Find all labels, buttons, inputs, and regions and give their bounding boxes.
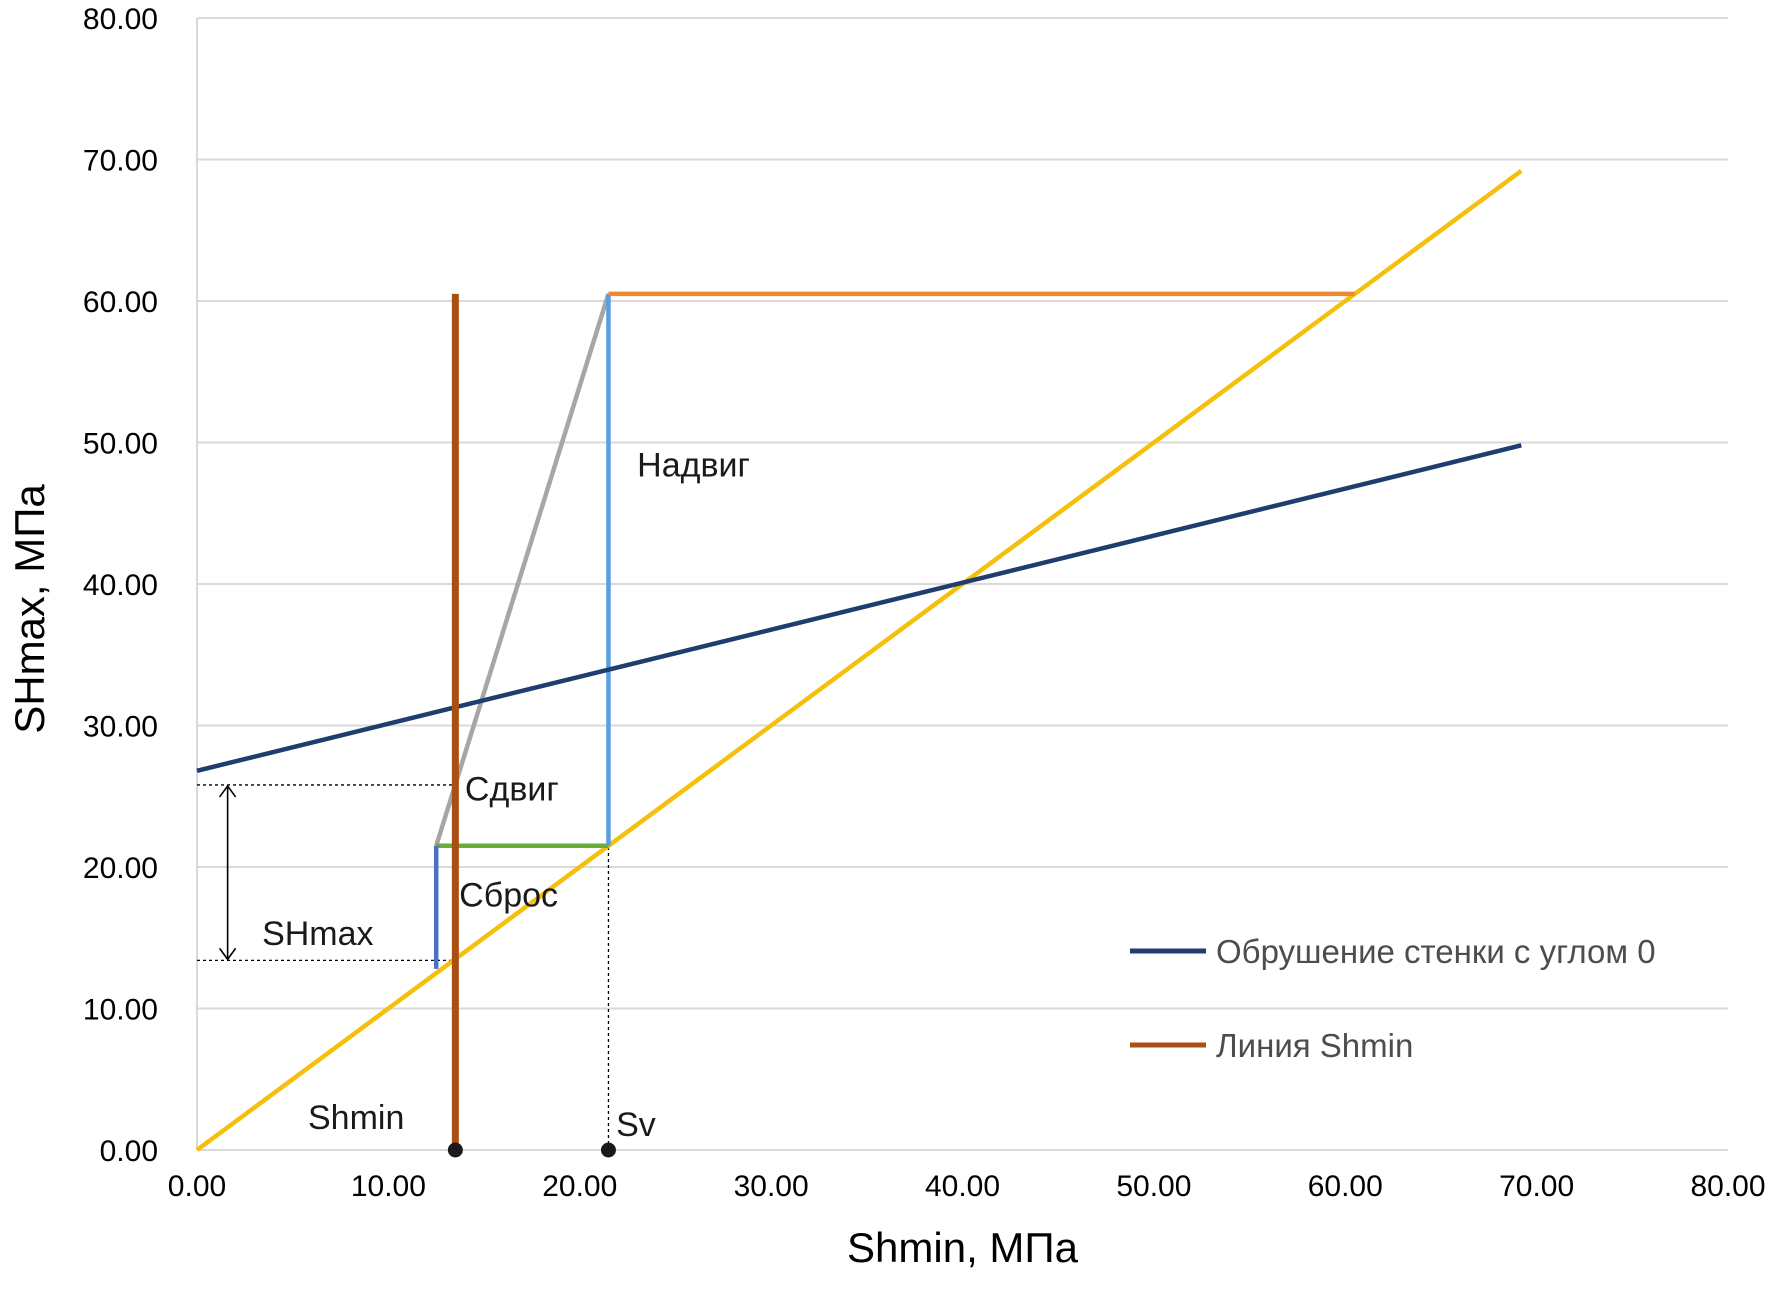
x-tick-label: 30.00 <box>734 1170 809 1203</box>
y-tick-label: 0.00 <box>100 1135 158 1168</box>
x-tick-label: 70.00 <box>1499 1170 1574 1203</box>
y-tick-label: 60.00 <box>83 286 158 319</box>
markers <box>447 1142 616 1158</box>
x-tick-label: 50.00 <box>1116 1170 1191 1203</box>
legend: Обрушение стенки с углом 0 Линия Shmin <box>1130 933 1656 1064</box>
series-lines <box>195 169 1523 1152</box>
y-tick-label: 80.00 <box>83 3 158 36</box>
label-shmax: SHmax <box>262 915 373 953</box>
label-sbros: Сброс <box>459 877 558 915</box>
series-line-2 <box>195 169 1523 1152</box>
label-sv: Sv <box>616 1106 656 1144</box>
legend-label-1: Линия Shmin <box>1216 1027 1413 1064</box>
legend-label-0: Обрушение стенки с углом 0 <box>1216 933 1656 970</box>
x-tick-label: 80.00 <box>1690 1170 1765 1203</box>
series-line-5 <box>434 293 611 847</box>
label-nadvig: Надвиг <box>637 446 750 484</box>
shmin-point <box>447 1142 463 1158</box>
y-tick-label: 20.00 <box>83 852 158 885</box>
label-sdvig: Сдвиг <box>465 770 559 808</box>
x-tick-label: 10.00 <box>351 1170 426 1203</box>
y-tick-label: 10.00 <box>83 994 158 1027</box>
series-line-0 <box>196 443 1522 773</box>
annotations: Надвиг Сдвиг Сброс SHmax Shmin Sv <box>262 446 750 1143</box>
x-tick-label: 0.00 <box>168 1170 226 1203</box>
x-tick-label: 20.00 <box>542 1170 617 1203</box>
y-tick-labels: 0.00 10.00 20.00 30.00 40.00 50.00 60.00 70.00 8… <box>83 3 158 1168</box>
y-tick-label: 50.00 <box>83 428 158 461</box>
x-tick-label: 60.00 <box>1308 1170 1383 1203</box>
label-shmin: Shmin <box>308 1099 404 1137</box>
arrowhead-bottom <box>218 947 237 961</box>
sv-point <box>600 1142 616 1158</box>
y-tick-label: 30.00 <box>83 711 158 744</box>
guide-lines <box>197 784 610 1150</box>
y-tick-label: 40.00 <box>83 569 158 602</box>
x-axis-title: Shmin, МПа <box>847 1224 1079 1271</box>
y-axis-title: SHmax, МПа <box>6 484 53 734</box>
y-tick-label: 70.00 <box>83 145 158 178</box>
x-tick-labels: 0.00 10.00 20.00 30.00 40.00 50.00 60.00 70.00 8… <box>168 1170 1766 1203</box>
arrowhead-top <box>218 784 237 798</box>
x-tick-label: 40.00 <box>925 1170 1000 1203</box>
